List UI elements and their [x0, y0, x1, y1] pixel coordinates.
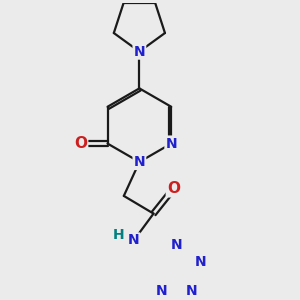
Text: O: O [74, 136, 87, 151]
Text: O: O [167, 181, 180, 196]
Text: N: N [165, 136, 177, 151]
Text: N: N [134, 45, 145, 58]
Text: N: N [170, 238, 182, 252]
Text: N: N [134, 155, 145, 169]
Text: N: N [155, 284, 167, 298]
Text: N: N [195, 255, 206, 269]
Text: N: N [128, 233, 140, 248]
Text: N: N [185, 284, 197, 298]
Text: H: H [112, 228, 124, 242]
